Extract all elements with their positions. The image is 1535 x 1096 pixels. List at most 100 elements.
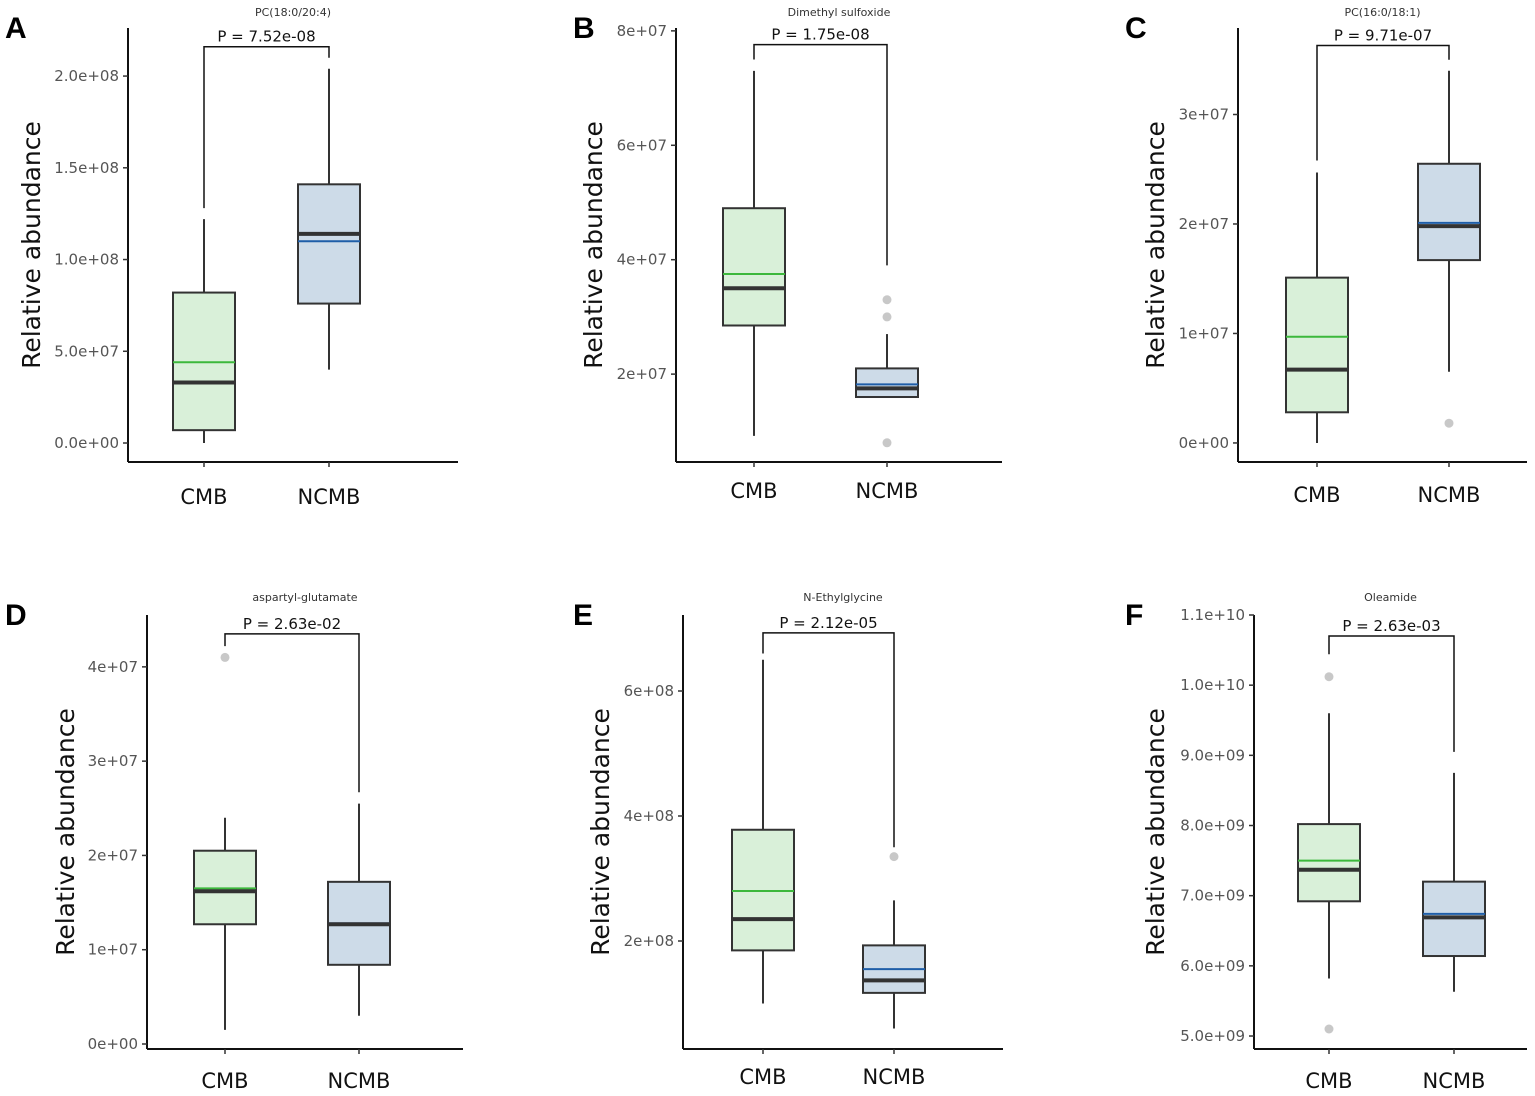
outlier-point <box>882 438 892 448</box>
y-axis-label: Relative abundance <box>51 708 80 956</box>
panel-a: A PC(18:0/20:4) 0.0e+00 5.0e+07 1.0e+08 1.5e+… <box>5 6 458 509</box>
panel-b: B Dimethyl sulfoxide 2e+07 4e+07 6e+07 8e+07 R… <box>573 6 1002 503</box>
box-cmb <box>1297 672 1361 1034</box>
panel-letter: E <box>573 599 593 632</box>
y-tick-label: 2e+07 <box>1179 215 1229 233</box>
significance-bracket <box>224 633 360 793</box>
outlier-point <box>889 852 899 862</box>
box-ncmb <box>1422 772 1486 992</box>
box-ncmb <box>297 68 361 370</box>
outlier-point <box>220 652 230 662</box>
box-ncmb <box>1417 70 1481 428</box>
y-tick-label: 2e+08 <box>624 932 674 950</box>
y-tick-label: 5.0e+07 <box>54 342 119 360</box>
x-tick-label: CMB <box>1293 483 1340 507</box>
panel-letter: F <box>1125 599 1143 632</box>
box-cmb <box>172 219 236 444</box>
x-tick-label: CMB <box>739 1065 786 1089</box>
x-tick-label: NCMB <box>328 1069 391 1093</box>
x-tick-label: NCMB <box>298 485 361 509</box>
y-tick-label: 7.0e+09 <box>1180 887 1245 905</box>
iqr-box <box>1417 162 1481 262</box>
panel-letter: B <box>573 12 595 45</box>
panel-f: F Oleamide 5.0e+09 6.0e+09 7.0e+09 8.0e+09 9.0… <box>1125 591 1527 1093</box>
p-value-label: P = 7.52e-08 <box>217 28 315 46</box>
box-cmb <box>731 659 795 1004</box>
y-tick-label: 1.5e+08 <box>54 159 119 177</box>
y-tick-label: 0e+00 <box>1179 434 1229 452</box>
p-value-label: P = 9.71e-07 <box>1334 27 1432 45</box>
y-tick-label: 2e+07 <box>617 365 667 383</box>
iqr-box <box>297 183 361 305</box>
y-tick-label: 4e+07 <box>88 658 138 676</box>
y-tick-label: 2e+07 <box>88 846 138 864</box>
p-value-label: P = 2.63e-03 <box>1342 617 1440 635</box>
x-tick-label: CMB <box>180 485 227 509</box>
p-value-label: P = 1.75e-08 <box>771 26 869 44</box>
iqr-box <box>1285 276 1349 414</box>
y-tick-label: 0.0e+00 <box>54 434 119 452</box>
box-cmb <box>1285 172 1349 443</box>
p-value-label: P = 2.12e-05 <box>779 614 877 632</box>
y-tick-label: 6e+08 <box>624 682 674 700</box>
y-tick-label: 4e+07 <box>617 251 667 269</box>
panel-title: Oleamide <box>1364 591 1417 604</box>
outlier-point <box>1444 418 1454 428</box>
iqr-box <box>855 367 919 399</box>
y-tick-label: 1.0e+08 <box>54 251 119 269</box>
box-cmb <box>722 70 786 436</box>
box-ncmb <box>327 803 391 1016</box>
panel-title: PC(18:0/20:4) <box>255 6 331 19</box>
y-tick-label: 9.0e+09 <box>1180 746 1245 764</box>
y-tick-label: 3e+07 <box>88 752 138 770</box>
outlier-point <box>882 312 892 322</box>
y-axis-label: Relative abundance <box>586 708 615 956</box>
p-value-label: P = 2.63e-02 <box>243 615 341 633</box>
box-ncmb <box>862 852 926 1029</box>
y-tick-label: 8e+07 <box>617 22 667 40</box>
box-ncmb <box>855 295 919 448</box>
panel-letter: D <box>5 599 27 632</box>
significance-bracket <box>1328 635 1455 752</box>
y-tick-label: 0e+00 <box>88 1035 138 1053</box>
panel-e: E N-Ethylglycine 2e+08 4e+08 6e+08 Relative a… <box>573 591 1003 1089</box>
panel-title: N-Ethylglycine <box>803 591 883 604</box>
outlier-point <box>1324 672 1334 682</box>
y-tick-label: 8.0e+09 <box>1180 817 1245 835</box>
y-tick-label: 1.0e+10 <box>1180 676 1245 694</box>
significance-bracket <box>1316 44 1450 161</box>
significance-bracket <box>203 45 330 209</box>
x-tick-label: CMB <box>730 479 777 503</box>
y-tick-label: 6e+07 <box>617 136 667 154</box>
significance-bracket <box>762 632 895 848</box>
y-tick-label: 1e+07 <box>88 941 138 959</box>
y-tick-label: 2.0e+08 <box>54 67 119 85</box>
iqr-box <box>722 207 786 327</box>
outlier-point <box>1324 1024 1334 1034</box>
significance-bracket <box>753 43 888 266</box>
y-tick-label: 1e+07 <box>1179 324 1229 342</box>
x-tick-label: NCMB <box>863 1065 926 1089</box>
panel-letter: A <box>5 12 27 45</box>
y-tick-label: 6.0e+09 <box>1180 957 1245 975</box>
panel-title: aspartyl-glutamate <box>252 591 357 604</box>
y-axis-label: Relative abundance <box>579 121 608 369</box>
panel-title: PC(16:0/18:1) <box>1344 6 1420 19</box>
panel-letter: C <box>1125 12 1147 45</box>
y-axis-label: Relative abundance <box>1141 708 1170 956</box>
y-tick-label: 5.0e+09 <box>1180 1027 1245 1045</box>
y-axis-label: Relative abundance <box>1141 121 1170 369</box>
panel-c: C PC(16:0/18:1) 0e+00 1e+07 2e+07 3e+07 Relati… <box>1125 6 1527 507</box>
x-tick-label: CMB <box>201 1069 248 1093</box>
panel-title: Dimethyl sulfoxide <box>788 6 891 19</box>
x-tick-label: NCMB <box>856 479 919 503</box>
x-tick-label: NCMB <box>1423 1069 1486 1093</box>
box-cmb <box>193 652 257 1030</box>
y-tick-label: 1.1e+10 <box>1180 606 1245 624</box>
x-tick-label: NCMB <box>1418 483 1481 507</box>
outlier-point <box>882 295 892 305</box>
y-axis-label: Relative abundance <box>17 121 46 369</box>
y-tick-label: 3e+07 <box>1179 105 1229 123</box>
